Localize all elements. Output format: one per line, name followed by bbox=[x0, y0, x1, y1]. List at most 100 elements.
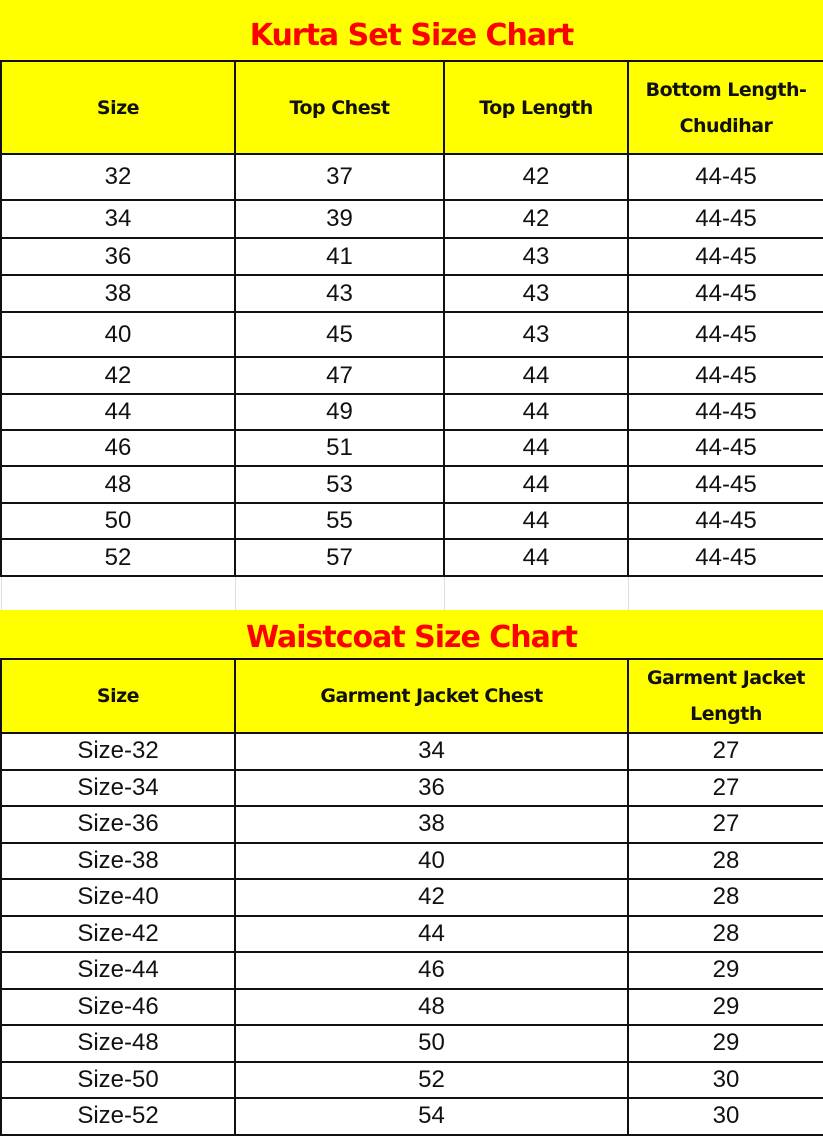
table-cell: 45 bbox=[234, 311, 445, 358]
table-cell: 37 bbox=[234, 153, 445, 201]
table-row: Size-44 46 29 bbox=[0, 951, 823, 990]
table-row: 50 55 44 44-45 bbox=[0, 502, 823, 540]
table-cell: 49 bbox=[234, 393, 445, 431]
table-row: Size-48 50 29 bbox=[0, 1024, 823, 1063]
table-row: Size-38 40 28 bbox=[0, 841, 823, 880]
table-cell: 42 bbox=[443, 199, 629, 239]
table-cell: 46 bbox=[0, 429, 236, 467]
table-cell: 50 bbox=[0, 502, 236, 540]
table-cell: 50 bbox=[234, 1024, 629, 1063]
table-cell: 44 bbox=[443, 356, 629, 395]
table-cell: Size-32 bbox=[0, 732, 236, 771]
table-cell: 27 bbox=[627, 805, 823, 844]
kurta-chart-title: Kurta Set Size Chart bbox=[0, 0, 823, 60]
table-cell: 29 bbox=[627, 987, 823, 1026]
empty-cell bbox=[234, 575, 445, 612]
table-cell: 47 bbox=[234, 356, 445, 395]
table-cell: 44 bbox=[443, 502, 629, 540]
blank-row bbox=[0, 575, 823, 612]
table-row: 40 45 43 44-45 bbox=[0, 311, 823, 358]
table-cell: 39 bbox=[234, 199, 445, 239]
table-cell: 32 bbox=[0, 153, 236, 201]
table-cell: 44-45 bbox=[627, 502, 823, 540]
kurta-header-top-length: Top Length bbox=[443, 60, 629, 155]
table-cell: 29 bbox=[627, 951, 823, 990]
table-cell: Size-44 bbox=[0, 951, 236, 990]
table-cell: 53 bbox=[234, 465, 445, 504]
table-cell: 48 bbox=[234, 987, 629, 1026]
waistcoat-chart-title: Waistcoat Size Chart bbox=[0, 610, 823, 658]
table-cell: 44-45 bbox=[627, 429, 823, 467]
table-cell: 28 bbox=[627, 878, 823, 917]
table-cell: 28 bbox=[627, 914, 823, 953]
table-cell: 44 bbox=[443, 465, 629, 504]
table-row: 44 49 44 44-45 bbox=[0, 393, 823, 431]
table-cell: 52 bbox=[234, 1060, 629, 1099]
table-cell: 44-45 bbox=[627, 393, 823, 431]
table-cell: Size-40 bbox=[0, 878, 236, 917]
table-cell: 42 bbox=[443, 153, 629, 201]
table-cell: 44 bbox=[234, 914, 629, 953]
table-cell: 44-45 bbox=[627, 237, 823, 276]
waistcoat-header-chest: Garment Jacket Chest bbox=[234, 658, 629, 734]
table-cell: 44 bbox=[443, 393, 629, 431]
table-cell: 30 bbox=[627, 1097, 823, 1136]
table-cell: 27 bbox=[627, 768, 823, 807]
table-row: 32 37 42 44-45 bbox=[0, 153, 823, 201]
kurta-header-top-chest: Top Chest bbox=[234, 60, 445, 155]
table-cell: 44 bbox=[443, 429, 629, 467]
table-cell: 44-45 bbox=[627, 356, 823, 395]
table-cell: 44-45 bbox=[627, 465, 823, 504]
empty-cell bbox=[627, 575, 823, 612]
table-cell: 29 bbox=[627, 1024, 823, 1063]
kurta-header-bottom-length: Bottom Length-Chudihar bbox=[627, 60, 823, 155]
table-cell: 46 bbox=[234, 951, 629, 990]
table-row: Size-34 36 27 bbox=[0, 768, 823, 807]
table-row: 34 39 42 44-45 bbox=[0, 199, 823, 239]
table-cell: 42 bbox=[234, 878, 629, 917]
table-cell: 30 bbox=[627, 1060, 823, 1099]
kurta-size-table: Size Top Chest Top Length Bottom Length-… bbox=[0, 60, 823, 612]
table-row: 52 57 44 44-45 bbox=[0, 538, 823, 577]
table-cell: 28 bbox=[627, 841, 823, 880]
waistcoat-header-size: Size bbox=[0, 658, 236, 734]
table-cell: 44-45 bbox=[627, 538, 823, 577]
table-cell: 42 bbox=[0, 356, 236, 395]
table-cell: 36 bbox=[234, 768, 629, 807]
table-row: 42 47 44 44-45 bbox=[0, 356, 823, 395]
table-cell: Size-36 bbox=[0, 805, 236, 844]
empty-cell bbox=[443, 575, 629, 612]
table-row: Size-42 44 28 bbox=[0, 914, 823, 953]
table-cell: 38 bbox=[0, 274, 236, 313]
table-cell: 44 bbox=[443, 538, 629, 577]
table-cell: 34 bbox=[234, 732, 629, 771]
table-row: 46 51 44 44-45 bbox=[0, 429, 823, 467]
table-cell: 38 bbox=[234, 805, 629, 844]
table-cell: 48 bbox=[0, 465, 236, 504]
table-cell: 44-45 bbox=[627, 274, 823, 313]
waistcoat-size-table: Size Garment Jacket Chest Garment Jacket… bbox=[0, 658, 823, 1136]
table-row: 48 53 44 44-45 bbox=[0, 465, 823, 504]
table-row: 38 43 43 44-45 bbox=[0, 274, 823, 313]
table-cell: 34 bbox=[0, 199, 236, 239]
table-cell: 44-45 bbox=[627, 311, 823, 358]
table-row: Size-50 52 30 bbox=[0, 1060, 823, 1099]
kurta-header-size: Size bbox=[0, 60, 236, 155]
table-cell: 27 bbox=[627, 732, 823, 771]
table-row: Size-46 48 29 bbox=[0, 987, 823, 1026]
table-cell: 43 bbox=[234, 274, 445, 313]
table-cell: Size-42 bbox=[0, 914, 236, 953]
table-row: Size-32 34 27 bbox=[0, 732, 823, 771]
table-cell: Size-38 bbox=[0, 841, 236, 880]
table-cell: 43 bbox=[443, 237, 629, 276]
table-cell: Size-48 bbox=[0, 1024, 236, 1063]
table-cell: 43 bbox=[443, 274, 629, 313]
table-cell: 44-45 bbox=[627, 199, 823, 239]
table-cell: 44-45 bbox=[627, 153, 823, 201]
table-cell: 36 bbox=[0, 237, 236, 276]
table-cell: 43 bbox=[443, 311, 629, 358]
table-cell: Size-52 bbox=[0, 1097, 236, 1136]
table-cell: Size-46 bbox=[0, 987, 236, 1026]
table-cell: Size-50 bbox=[0, 1060, 236, 1099]
table-row: Size-40 42 28 bbox=[0, 878, 823, 917]
